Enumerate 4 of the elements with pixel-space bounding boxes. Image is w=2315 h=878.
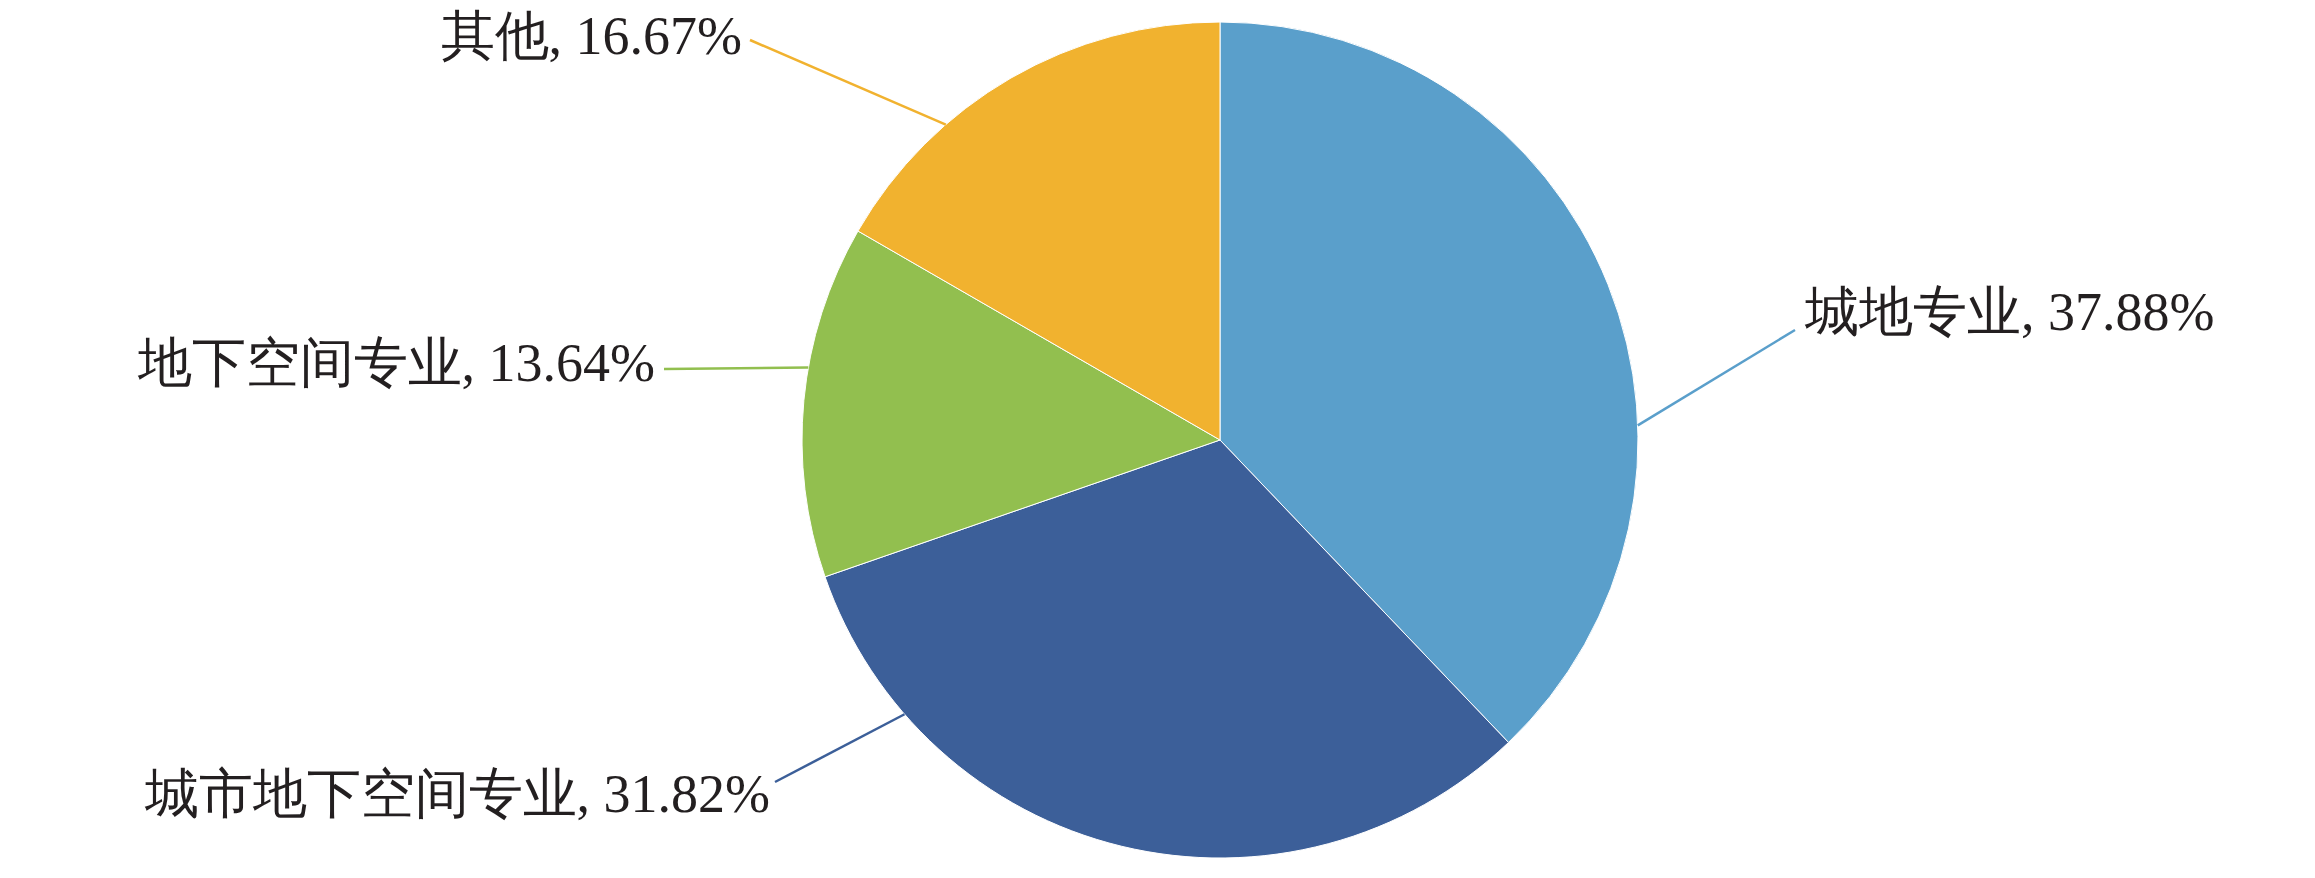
slice-label: 城市地下空间专业, 31.82% (143, 764, 770, 825)
slice-label: 地下空间专业, 13.64% (136, 333, 655, 394)
slice-label: 其他, 16.67% (440, 6, 742, 67)
slice-label: 城地专业, 37.88% (1804, 282, 2215, 343)
